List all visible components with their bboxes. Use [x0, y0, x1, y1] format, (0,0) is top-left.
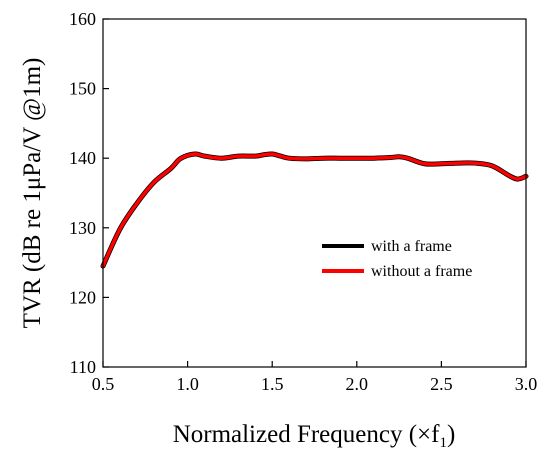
y-tick-label: 140: [69, 148, 96, 168]
x-axis-title-subscript: 1: [439, 435, 447, 451]
x-tick-label: 1.5: [261, 374, 284, 394]
series-line-without-a-frame: [101, 152, 528, 268]
y-axis-title-group: TVR (dB re 1μPa/V @1m): [19, 58, 46, 329]
y-tick-label: 120: [69, 287, 96, 307]
legend-label-without-a-frame: without a frame: [371, 263, 472, 280]
y-tick-label: 160: [69, 9, 96, 29]
x-tick-label: 2.5: [430, 374, 453, 394]
axis-ticks: 0.5 1.0 1.5 2.0 2.5 3.0 110 120 130 140 150 160: [69, 9, 537, 394]
x-tick-label: 0.5: [92, 374, 115, 394]
plot-frame: [102, 18, 527, 368]
x-tick-label: 3.0: [515, 374, 538, 394]
y-axis-title: TVR (dB re 1μPa/V @1m): [19, 58, 46, 329]
legend-label-with-a-frame: with a frame: [371, 238, 452, 255]
legend: with a frame without a frame: [322, 238, 472, 280]
y-tick-label: 110: [70, 357, 96, 377]
y-tick-label: 130: [69, 218, 96, 238]
x-tick-label: 1.0: [176, 374, 199, 394]
x-axis-title-close: ): [447, 421, 455, 448]
x-axis-title-main: Normalized Frequency (×f: [173, 421, 440, 448]
y-tick-label: 150: [69, 79, 96, 99]
series-lines: [100, 151, 529, 269]
x-axis-title: Normalized Frequency (×f1): [173, 421, 456, 451]
x-tick-label: 2.0: [346, 374, 369, 394]
